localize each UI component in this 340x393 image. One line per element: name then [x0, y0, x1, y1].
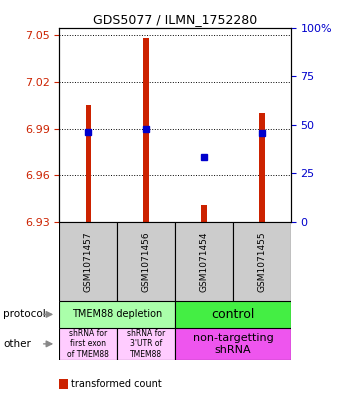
Bar [85, 105, 91, 222]
Bar [59, 301, 175, 328]
Text: non-targetting
shRNA: non-targetting shRNA [192, 333, 273, 354]
Text: TMEM88 depletion: TMEM88 depletion [72, 309, 163, 320]
Bar [59, 222, 117, 301]
Text: GSM1071456: GSM1071456 [142, 231, 151, 292]
Bar [259, 113, 265, 222]
Bar [175, 301, 291, 328]
Text: GSM1071455: GSM1071455 [257, 231, 266, 292]
Bar [233, 222, 291, 301]
Text: shRNA for
first exon
of TMEM88: shRNA for first exon of TMEM88 [67, 329, 109, 359]
Bar [143, 39, 149, 222]
Bar [201, 205, 207, 222]
Text: shRNA for
3'UTR of
TMEM88: shRNA for 3'UTR of TMEM88 [127, 329, 165, 359]
Title: GDS5077 / ILMN_1752280: GDS5077 / ILMN_1752280 [93, 13, 257, 26]
Bar [117, 222, 175, 301]
Bar [117, 328, 175, 360]
Text: other: other [3, 339, 31, 349]
Text: GSM1071454: GSM1071454 [200, 231, 208, 292]
Text: control: control [211, 308, 255, 321]
Text: GSM1071457: GSM1071457 [84, 231, 93, 292]
Text: protocol: protocol [3, 309, 46, 320]
Bar [59, 379, 68, 389]
Bar [175, 328, 291, 360]
Bar [175, 222, 233, 301]
Bar [59, 328, 117, 360]
Text: transformed count: transformed count [71, 379, 162, 389]
